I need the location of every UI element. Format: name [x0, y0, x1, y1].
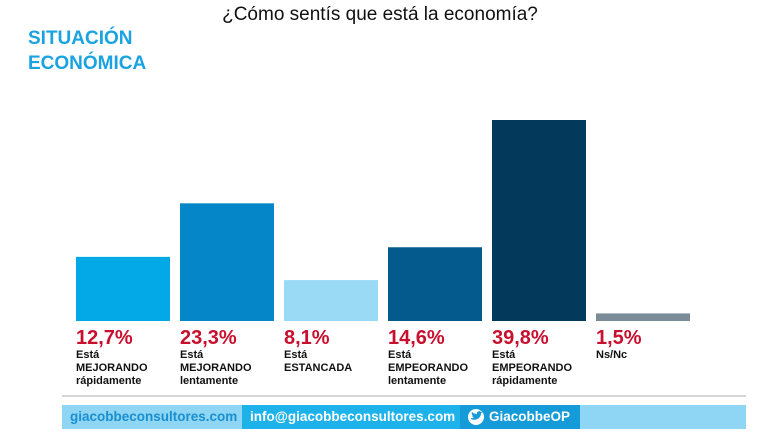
footer-email: info@giacobbeconsultores.com: [250, 409, 456, 424]
category-label: Ns/Nc: [596, 349, 628, 361]
value-label: 39,8%: [492, 327, 549, 349]
category-label: Está EMPEORANDO rápidamente: [492, 349, 573, 387]
footer-band: [242, 405, 460, 429]
footer-band: [580, 405, 746, 429]
bar: [284, 280, 378, 321]
value-label: 12,7%: [76, 327, 133, 349]
bar: [596, 313, 690, 321]
category-label: Está EMPEORANDO lentamente: [388, 349, 469, 387]
bar: [492, 120, 586, 321]
bar: [180, 203, 274, 321]
value-label: 1,5%: [596, 327, 642, 349]
bar: [76, 256, 170, 321]
chart-title: ¿Cómo sentís que está la economía?: [222, 4, 538, 25]
bar: [388, 247, 482, 321]
footer-band: [62, 405, 242, 429]
value-label: 23,3%: [180, 327, 237, 349]
chart-subtitle: SITUACIÓN ECONÓMICA: [28, 28, 147, 74]
category-label: Está MEJORANDO lentamente: [180, 349, 252, 387]
footer-website: giacobbeconsultores.com: [70, 409, 238, 424]
value-label: 14,6%: [388, 327, 445, 349]
value-label: 8,1%: [284, 327, 330, 349]
footer-twitter: GiacobbeOP: [489, 409, 571, 424]
category-label: Está MEJORANDO rápidamente: [76, 349, 148, 387]
category-label: Está ESTANCADA: [284, 349, 353, 374]
twitter-bird: [471, 411, 483, 420]
